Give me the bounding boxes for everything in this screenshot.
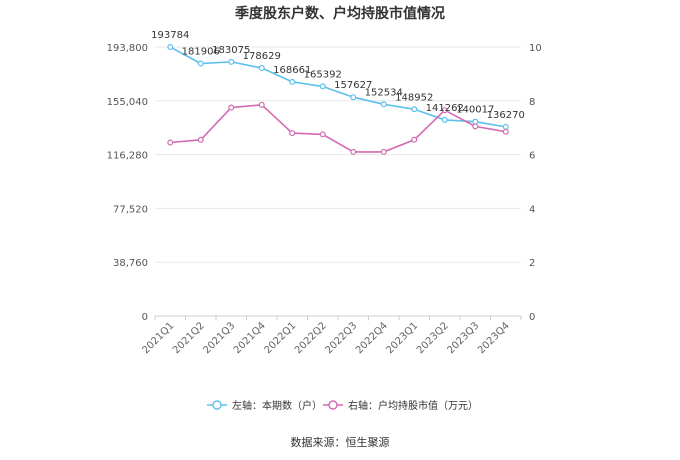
right-tick-label: 8 [529,97,535,108]
data-point [472,118,479,125]
x-tick-label: 2022Q3 [324,320,360,356]
x-tick-label: 2022Q1 [263,320,299,356]
data-label: 136270 [487,110,525,121]
right-tick-label: 4 [529,204,535,215]
legend-marker [212,400,222,410]
data-point [350,148,357,155]
data-point [472,123,479,130]
data-label: 193784 [151,30,189,41]
data-point [441,116,448,123]
data-point [380,148,387,155]
data-point [289,130,296,137]
data-point [319,131,326,138]
data-point [319,83,326,90]
left-tick-label: 116,280 [107,151,148,162]
data-point [258,65,265,72]
source-text: 数据来源：恒生聚源 [291,435,390,449]
series-line-0 [169,46,506,128]
right-tick-label: 0 [529,312,535,323]
left-tick-label: 38,760 [113,258,148,269]
data-point [258,101,265,108]
data-point [197,136,204,143]
data-point [502,128,509,135]
data-label: 168661 [273,65,311,76]
series-line-1 [170,104,506,153]
data-point [197,60,204,67]
data-point [167,139,174,146]
data-point [380,101,387,108]
data-label: 178629 [243,51,281,62]
x-tick-label: 2023Q2 [415,320,451,356]
x-tick-label: 2022Q4 [354,320,390,356]
data-point [167,44,174,51]
x-tick-label: 2023Q3 [446,320,482,356]
data-point [228,104,235,111]
series-layer [167,44,509,155]
x-tick-label: 2022Q2 [293,320,329,356]
right-tick-label: 6 [529,151,535,162]
x-tick-label: 2021Q1 [141,320,177,356]
right-tick-label: 2 [529,258,535,269]
x-tick-label: 2023Q1 [385,320,421,356]
x-tick-label: 2021Q4 [232,320,268,356]
legend: 左轴：本期数（户） 右轴：户均持股市值（万元） [207,399,478,412]
data-point [411,106,418,113]
data-point [289,78,296,85]
data-label: 157627 [334,80,372,91]
data-point [411,136,418,143]
x-tick-label: 2021Q3 [202,320,238,356]
x-tick-label: 2021Q2 [171,320,207,356]
data-point [502,123,509,130]
right-tick-label: 10 [529,43,542,54]
data-point [228,58,235,65]
legend-label: 左轴：本期数（户） [232,399,322,412]
chart-title: 季度股东户数、户均持股市值情况 [234,5,445,22]
data-label: 181906 [182,47,220,58]
data-point [350,94,357,101]
left-tick-label: 77,520 [113,204,148,215]
data-label: 140017 [456,105,494,116]
left-tick-label: 155,040 [107,97,148,108]
legend-marker [328,400,338,410]
axes: 038,76077,520116,280155,040193,800024681… [107,43,542,356]
legend-label: 右轴：户均持股市值（万元） [348,399,478,412]
data-label: 165392 [304,69,342,80]
x-tick-label: 2023Q4 [476,320,512,356]
left-tick-label: 0 [142,312,148,323]
data-point [441,107,448,114]
left-tick-label: 193,800 [107,43,148,54]
data-label: 148952 [395,92,433,103]
data-label: 152534 [365,87,403,98]
data-label: 183075 [212,45,250,56]
data-label: 141262 [426,103,464,114]
